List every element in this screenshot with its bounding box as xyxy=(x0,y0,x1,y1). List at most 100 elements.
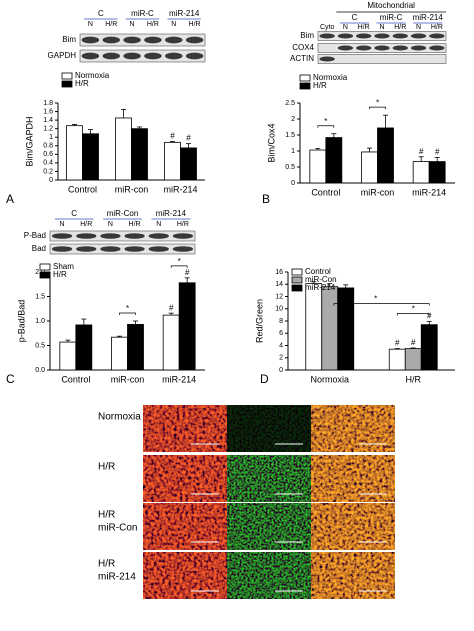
y-tick-label: 0 xyxy=(279,367,283,374)
micrograph xyxy=(227,455,311,502)
legend-swatch xyxy=(291,284,303,292)
y-tick-label: 0.5 xyxy=(285,164,295,171)
y-tick-label: 1.4 xyxy=(43,117,53,124)
blot-band xyxy=(337,45,354,51)
blot-band xyxy=(100,246,121,252)
legend-label: Control xyxy=(305,267,331,276)
bar xyxy=(162,314,180,371)
blot-band xyxy=(81,52,100,60)
row-label: Bim xyxy=(300,31,314,40)
blot-band xyxy=(165,36,183,44)
row-label: ACTIN xyxy=(290,54,314,63)
x-tick-label: miR-con xyxy=(361,187,395,197)
blot-band xyxy=(165,52,183,60)
significance-bracket xyxy=(369,106,386,110)
annotation: # xyxy=(435,148,440,157)
micrograph xyxy=(311,405,395,452)
blot-band xyxy=(410,33,427,39)
y-tick-label: 1.0 xyxy=(35,318,45,325)
blot-band xyxy=(144,52,162,60)
y-tick-label: 0 xyxy=(291,180,295,187)
legend-label: H/R xyxy=(75,79,89,88)
lane-label: Cyto xyxy=(320,24,335,31)
y-tick-label: 16 xyxy=(275,269,283,276)
legend-label: Sham xyxy=(53,262,74,271)
legend-label: miR-Con xyxy=(305,275,337,284)
blot-band xyxy=(123,52,141,60)
blot-band xyxy=(148,233,169,239)
blot-band xyxy=(51,246,73,252)
legend-label: Normoxia xyxy=(313,73,348,82)
y-axis-label: Bim/Cox4 xyxy=(266,123,276,162)
row-label: miR-Con xyxy=(98,523,137,534)
annotation: * xyxy=(412,305,415,314)
y-axis-label: Bim/GAPDH xyxy=(24,116,34,166)
annotation: # xyxy=(169,303,174,312)
blot-header: Mitochondrial xyxy=(367,1,415,10)
row-label: GAPDH xyxy=(48,51,77,60)
lane-label: H/R xyxy=(177,221,189,228)
blot-band xyxy=(429,33,445,39)
bar xyxy=(180,147,197,181)
blot-band xyxy=(100,233,121,239)
y-tick-label: 0.8 xyxy=(43,143,53,150)
y-tick-label: 0.4 xyxy=(43,160,53,167)
y-axis-label: Red/Green xyxy=(254,299,264,343)
group-label: miR-214 xyxy=(156,209,187,218)
significance-bracket xyxy=(333,303,430,306)
y-tick-label: 1.5 xyxy=(285,132,295,139)
y-tick-label: 1.6 xyxy=(43,108,53,115)
group-label: miR-C xyxy=(131,9,154,18)
micrograph xyxy=(311,552,395,599)
lane-label: H/R xyxy=(431,24,443,31)
y-tick-label: 8 xyxy=(279,318,283,325)
lane-label: N xyxy=(88,21,93,28)
annotation: * xyxy=(376,98,379,107)
lane-label: N xyxy=(343,24,348,31)
blot-band xyxy=(123,36,141,44)
y-tick-label: 12 xyxy=(275,293,283,300)
micrograph xyxy=(311,503,395,550)
x-tick-label: miR-con xyxy=(111,374,145,384)
lane-label: H/R xyxy=(147,21,159,28)
y-tick-label: 10 xyxy=(275,306,283,313)
blot-band xyxy=(185,36,204,44)
blot-strip xyxy=(317,54,447,64)
annotation: * xyxy=(126,304,129,313)
blot-band xyxy=(356,45,372,51)
bar xyxy=(321,286,339,371)
x-tick-label: Control xyxy=(311,187,340,197)
y-tick-label: 1.2 xyxy=(43,126,53,133)
blot-band xyxy=(76,246,97,252)
blot-band xyxy=(102,52,120,60)
annotation: # xyxy=(170,132,175,141)
group-label: C xyxy=(352,13,358,22)
lane-label: N xyxy=(416,24,421,31)
bar xyxy=(325,137,343,184)
blot-strip xyxy=(49,230,196,242)
bar xyxy=(305,283,323,371)
bar xyxy=(178,282,196,371)
bar xyxy=(412,161,430,184)
bar xyxy=(111,336,128,371)
y-tick-label: 0.5 xyxy=(35,342,45,349)
annotation: * xyxy=(324,117,327,126)
y-tick-label: 2 xyxy=(279,355,283,362)
y-tick-label: 1.8 xyxy=(43,100,53,107)
panel-label: A xyxy=(6,192,14,206)
micrograph xyxy=(311,455,395,502)
y-axis-label: p-Bad/Bad xyxy=(16,300,26,343)
row-label: miR-214 xyxy=(98,572,136,583)
blot-band xyxy=(124,246,145,252)
legend-swatch xyxy=(291,268,303,276)
bar xyxy=(127,324,144,371)
row-label: Bim xyxy=(62,35,76,44)
blot-band xyxy=(102,36,120,44)
y-tick-label: 0.2 xyxy=(43,168,53,175)
micrograph xyxy=(143,405,227,452)
y-tick-label: 6 xyxy=(279,330,283,337)
significance-bracket xyxy=(317,125,335,128)
annotation: * xyxy=(178,257,181,266)
x-tick-label: miR-214 xyxy=(162,374,196,384)
